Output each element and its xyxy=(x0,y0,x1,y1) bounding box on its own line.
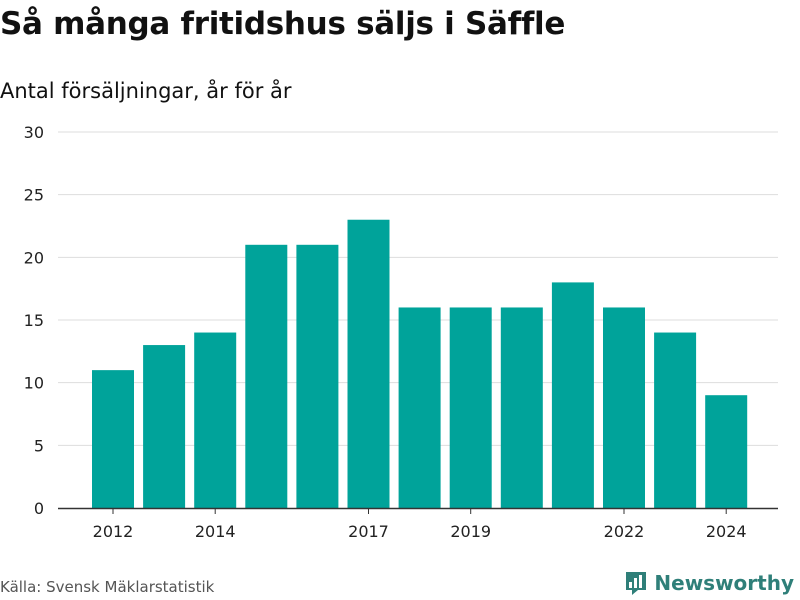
y-tick-label: 25 xyxy=(24,186,44,205)
y-tick-label: 30 xyxy=(24,123,44,142)
bar-2022 xyxy=(603,307,645,508)
bar-2014 xyxy=(194,332,237,508)
x-tick-label: 2019 xyxy=(450,522,491,541)
y-axis-ticks: 0 5 10 15 20 25 30 xyxy=(24,123,44,518)
bar-2023 xyxy=(654,332,697,508)
y-tick-label: 5 xyxy=(34,436,44,455)
x-tick-label: 2012 xyxy=(93,522,134,541)
chart-subtitle: Antal försäljningar, år för år xyxy=(0,79,292,103)
x-axis-ticks: 2012 2014 2017 2019 2022 2024 xyxy=(93,508,747,541)
bar-2018 xyxy=(398,307,441,508)
x-tick-label: 2014 xyxy=(195,522,236,541)
bar-2024 xyxy=(705,395,748,508)
bar-2017 xyxy=(347,219,390,508)
bar-2020 xyxy=(500,307,543,508)
bar-2013 xyxy=(143,345,186,508)
chart-title: Så många fritidshus säljs i Säffle xyxy=(0,6,566,42)
y-tick-label: 20 xyxy=(24,248,44,267)
bar-2015 xyxy=(245,244,288,509)
bar-2016 xyxy=(296,244,339,509)
source-note: Källa: Svensk Mäklarstatistik xyxy=(0,578,215,596)
x-tick-label: 2024 xyxy=(706,522,747,541)
bar-chart: 0 5 10 15 20 25 30 2012 2014 2017 2019 2022 2024 xyxy=(24,123,778,541)
x-tick-label: 2017 xyxy=(348,522,389,541)
brand-logo: Newsworthy xyxy=(624,570,794,596)
x-tick-label: 2022 xyxy=(604,522,645,541)
y-tick-label: 15 xyxy=(24,311,44,330)
bar-chart-logo-icon xyxy=(626,572,647,595)
bars xyxy=(92,219,748,509)
y-tick-label: 10 xyxy=(24,374,44,393)
y-tick-label: 0 xyxy=(34,499,44,518)
brand-name: Newsworthy xyxy=(654,571,794,595)
bar-2021 xyxy=(551,282,594,508)
bar-2012 xyxy=(92,370,134,508)
bar-2019 xyxy=(449,307,492,508)
